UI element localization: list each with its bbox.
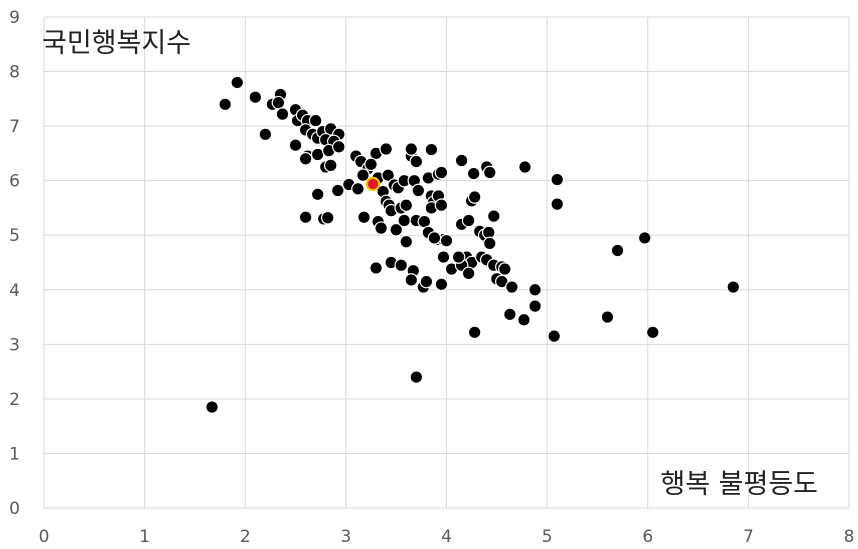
y-tick-label: 3	[9, 335, 20, 355]
data-point	[454, 153, 469, 168]
y-tick-label: 6	[9, 172, 20, 192]
data-point	[369, 261, 383, 275]
data-point	[357, 210, 371, 225]
x-axis-label: 행복 불평등도	[660, 469, 818, 500]
data-point	[374, 221, 388, 235]
x-axis-ticks: 0 1 2 3 4 5 6 7 8	[39, 527, 855, 547]
data-point	[381, 168, 395, 183]
data-point	[517, 312, 531, 327]
y-tick-label: 9	[9, 8, 20, 28]
data-point	[248, 90, 263, 104]
data-point	[310, 187, 325, 202]
data-point	[434, 277, 449, 292]
data-point	[409, 154, 424, 169]
data-point	[332, 140, 346, 154]
y-tick-label: 7	[9, 117, 20, 137]
x-tick-label: 5	[542, 527, 553, 547]
data-point	[434, 165, 449, 180]
data-point	[466, 166, 481, 181]
data-point	[427, 231, 442, 245]
data-point	[308, 113, 323, 128]
y-tick-label: 8	[9, 63, 20, 83]
data-point	[528, 299, 542, 313]
data-point	[404, 273, 419, 287]
data-point	[320, 210, 335, 225]
data-point	[323, 158, 338, 173]
x-tick-label: 0	[39, 527, 50, 547]
data-point	[419, 274, 434, 289]
data-point	[600, 310, 615, 324]
data-point	[404, 142, 419, 156]
data-point	[486, 209, 501, 223]
data-point	[467, 325, 482, 340]
data-point	[205, 400, 219, 414]
data-point	[439, 233, 454, 248]
data-point	[288, 138, 303, 153]
y-tick-label: 1	[9, 444, 20, 464]
data-point	[550, 197, 564, 211]
highlighted-data-point	[365, 176, 381, 192]
data-point	[451, 250, 466, 264]
data-point	[275, 107, 290, 121]
data-point	[518, 160, 532, 174]
data-point	[424, 142, 439, 157]
data-point	[271, 95, 286, 110]
y-tick-label: 0	[9, 499, 20, 519]
data-point	[482, 165, 497, 180]
data-point	[394, 258, 409, 273]
y-axis-ticks: 0 1 2 3 4 5 6 7 8 9	[9, 8, 20, 519]
data-point	[505, 280, 519, 294]
x-tick-label: 6	[642, 527, 653, 547]
x-tick-label: 1	[139, 527, 150, 547]
data-point	[547, 329, 561, 343]
data-point	[399, 198, 414, 213]
data-point	[331, 183, 345, 198]
data-point	[364, 157, 378, 172]
data-point	[399, 234, 414, 249]
data-point	[436, 250, 451, 264]
data-point	[610, 243, 625, 258]
data-point	[528, 282, 542, 297]
data-point	[351, 182, 365, 196]
data-point	[356, 168, 370, 183]
data-point	[726, 280, 741, 294]
data-point	[298, 152, 313, 166]
x-tick-label: 2	[240, 527, 251, 547]
x-tick-label: 3	[340, 527, 351, 547]
x-tick-label: 8	[844, 527, 855, 547]
data-point	[498, 262, 512, 276]
data-point	[550, 172, 564, 187]
y-tick-label: 2	[9, 390, 20, 410]
data-point	[467, 190, 482, 204]
data-points	[205, 75, 741, 414]
data-point	[389, 222, 403, 237]
data-point	[411, 183, 426, 198]
data-point	[298, 210, 313, 225]
data-point	[258, 127, 273, 142]
data-point	[434, 198, 449, 213]
data-point	[397, 213, 412, 228]
data-point	[482, 236, 497, 251]
data-point	[379, 142, 393, 156]
data-point	[637, 231, 652, 245]
data-point	[230, 75, 244, 90]
data-point	[218, 97, 232, 112]
data-point	[645, 325, 660, 340]
data-point	[461, 213, 476, 228]
data-point	[503, 307, 517, 322]
data-point	[409, 370, 424, 384]
y-tick-label: 5	[9, 226, 20, 246]
gridlines	[43, 16, 850, 509]
x-tick-label: 7	[743, 527, 754, 547]
data-point	[461, 266, 476, 281]
y-tick-label: 4	[9, 281, 20, 301]
x-tick-label: 4	[441, 527, 452, 547]
y-axis-label: 국민행복지수	[42, 28, 191, 59]
